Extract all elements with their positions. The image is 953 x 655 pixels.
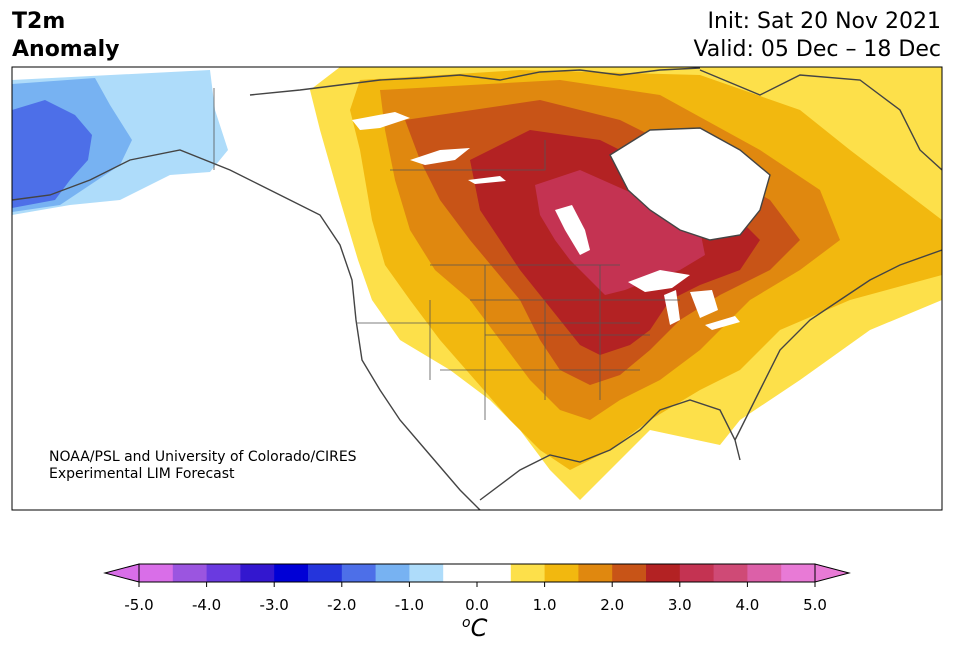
colorbar-tick-label: 2.0 <box>600 596 624 614</box>
colorbar-swatch <box>646 564 681 582</box>
colorbar-tick-label: -5.0 <box>124 596 153 614</box>
colorbar-swatch <box>375 564 410 582</box>
title-line-2: Anomaly <box>12 37 120 62</box>
colorbar-swatch <box>341 564 377 582</box>
colorbar-swatch <box>781 564 816 582</box>
init-date: Init: Sat 20 Nov 2021 <box>707 9 941 34</box>
map-frame <box>11 66 943 511</box>
credit-line-2: Experimental LIM Forecast <box>49 466 235 482</box>
colorbar-tick-label: 0.0 <box>465 596 489 614</box>
great-bear-lake <box>410 148 470 165</box>
colorbar-under-arrow <box>103 563 140 583</box>
colorbar-tick-label: -3.0 <box>260 596 289 614</box>
colorbar-tick-label: 3.0 <box>668 596 692 614</box>
colorbar-swatch <box>612 564 647 582</box>
political-borders <box>213 88 680 420</box>
colorbar-unit-label: oC <box>462 614 487 642</box>
colorbar-swatch <box>578 564 613 582</box>
colorbar-swatch <box>206 564 241 582</box>
colorbar-swatch <box>747 564 782 582</box>
colorbar-swatch <box>477 564 512 582</box>
colorbar-over-arrow <box>814 563 851 583</box>
colorbar-swatch <box>139 564 174 582</box>
forecast-dates: Init: Sat 20 Nov 2021 Valid: 05 Dec – 18… <box>693 8 941 64</box>
colorbar-swatch <box>172 564 208 582</box>
colorbar-tick-label: 1.0 <box>533 596 557 614</box>
valid-date-range: Valid: 05 Dec – 18 Dec <box>693 37 941 62</box>
colorbar-swatch <box>308 564 343 582</box>
unit-celsius: C <box>470 614 488 642</box>
lake-winnipeg <box>555 205 590 255</box>
colorbar-tick-label: -4.0 <box>192 596 221 614</box>
lake-erie <box>705 316 740 330</box>
colorbar-swatch <box>443 564 478 582</box>
credit-text: NOAA/PSL and University of Colorado/CIRE… <box>49 449 357 483</box>
credit-line-1: NOAA/PSL and University of Colorado/CIRE… <box>49 449 357 465</box>
colorbar-tick-label: 4.0 <box>735 596 759 614</box>
colorbar-swatch <box>240 564 275 582</box>
great-slave-lake <box>352 112 410 130</box>
map-title: T2m Anomaly <box>12 8 119 64</box>
colorbar-tick-label: 5.0 <box>803 596 827 614</box>
lake-michigan <box>664 290 680 325</box>
coastlines <box>12 67 942 510</box>
hudson-bay <box>610 128 770 240</box>
colorbar-swatch <box>409 564 444 582</box>
title-line-1: T2m <box>12 9 66 34</box>
anomaly-warm-6 <box>535 170 705 295</box>
lake-superior <box>628 270 690 292</box>
colorbar-swatch <box>544 564 579 582</box>
colorbar-swatch <box>713 564 748 582</box>
colorbar-tick-label: -2.0 <box>327 596 356 614</box>
lake-athabasca <box>468 176 506 184</box>
colorbar-tick-label: -1.0 <box>395 596 424 614</box>
anomaly-cold-strong <box>12 100 92 208</box>
colorbar-swatch <box>510 564 546 582</box>
degree-sign: o <box>462 615 471 631</box>
colorbar-swatch <box>679 564 715 582</box>
lake-huron <box>690 290 718 318</box>
colorbar-swatch <box>274 564 309 582</box>
